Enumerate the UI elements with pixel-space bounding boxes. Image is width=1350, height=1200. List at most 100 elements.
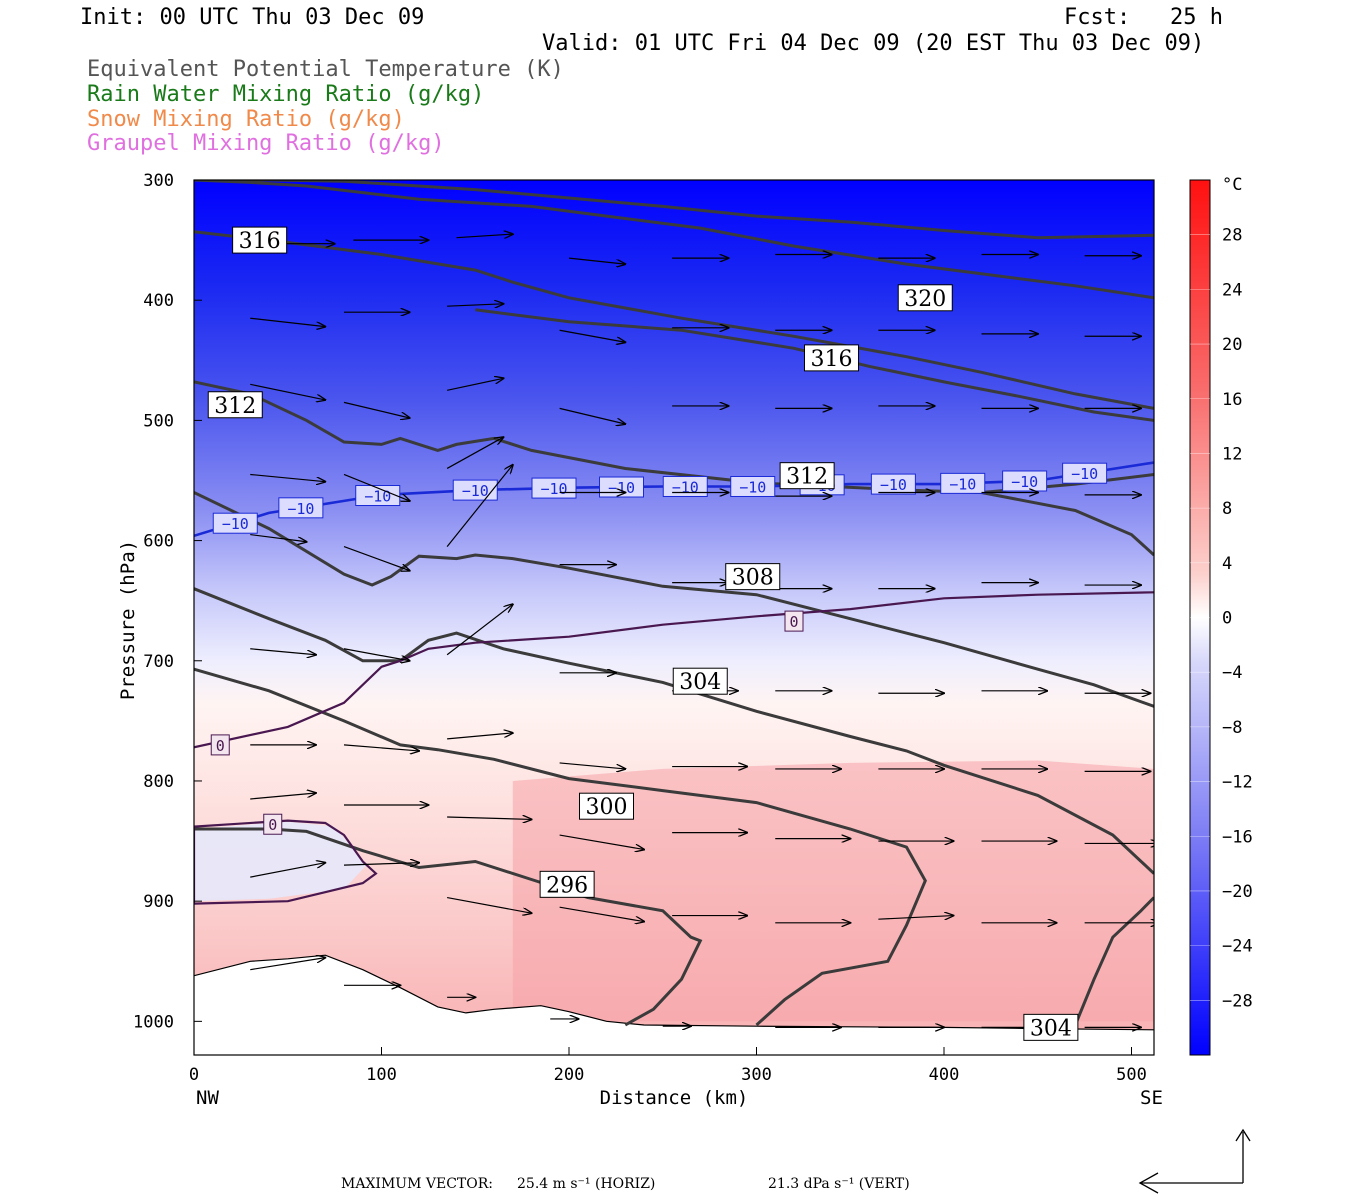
contour-label: 300 — [586, 795, 628, 820]
wind-vector — [343, 863, 419, 865]
theta-e-contour-312 — [981, 491, 1154, 557]
wind-vector — [456, 234, 513, 238]
zero-label: 0 — [216, 737, 225, 755]
colorbar-label: −8 — [1222, 718, 1242, 738]
minus10-label-box — [1062, 462, 1108, 484]
wind-vector — [250, 958, 325, 971]
legend-graupel: Graupel Mixing Ratio (g/kg) — [87, 131, 445, 156]
minus10-label-box — [452, 479, 498, 501]
wind-vector — [343, 401, 410, 418]
y-tick-label: 400 — [143, 291, 174, 311]
colorbar-label: −20 — [1222, 882, 1253, 902]
x-tick-label: 500 — [1116, 1065, 1147, 1085]
contour-label: 316 — [239, 229, 281, 254]
colorbar-label: 4 — [1222, 554, 1232, 574]
wind-vector — [446, 437, 503, 469]
colorbar-label: 28 — [1222, 226, 1242, 246]
wind-vector — [446, 465, 513, 547]
colorbar-label: −16 — [1222, 827, 1253, 847]
wind-vector — [559, 762, 626, 769]
contour-labels: 316 320 316 312 312 308 304 300 296 304 0 0 0 — [207, 226, 1079, 1041]
x-axis-title: Distance (km) — [600, 1087, 749, 1109]
colorbar-unit: °C — [1222, 175, 1242, 195]
contour-label-box — [672, 667, 728, 695]
wind-vector — [250, 317, 325, 326]
zero-label: 0 — [789, 613, 798, 631]
legend-snow: Snow Mixing Ratio (g/kg) — [87, 107, 405, 132]
max-vector-vert: 21.3 dPa s⁻¹ (VERT) — [768, 1176, 910, 1192]
x-end-right: SE — [1140, 1087, 1163, 1109]
contour-label: 316 — [811, 347, 853, 372]
theta-e-contour-304 — [194, 587, 1154, 875]
theta-e-contour-320 — [194, 180, 1154, 240]
contour-label-box — [579, 792, 634, 820]
contour-label: 308 — [732, 566, 774, 591]
minus10-label-box — [212, 512, 258, 534]
y-tick-label: 300 — [143, 171, 174, 191]
y-tick-label: 500 — [143, 411, 174, 431]
wind-vector — [447, 304, 503, 306]
wind-vector — [250, 473, 325, 481]
colorbar-label: 8 — [1222, 499, 1232, 519]
init-time-label: Init: 00 UTC Thu 03 Dec 09 — [80, 5, 425, 30]
zero-label-box — [263, 813, 283, 835]
wind-vector — [343, 648, 410, 661]
x-tick-label: 400 — [929, 1065, 960, 1085]
wind-vector — [559, 407, 626, 424]
x-tick-label: 100 — [366, 1065, 397, 1085]
minus10-label: −10 — [540, 480, 567, 498]
wind-vector — [559, 329, 626, 342]
x-tick-label: 300 — [741, 1065, 772, 1085]
max-vector-label: MAXIMUM VECTOR: — [341, 1176, 493, 1192]
contour-label-box — [207, 391, 263, 419]
minus10-label: −10 — [880, 476, 907, 494]
minus10-label: −10 — [1071, 465, 1098, 483]
wind-vector — [447, 817, 531, 819]
minus10-label: −10 — [739, 478, 766, 496]
wind-vector — [559, 834, 644, 849]
y-tick-label: 600 — [143, 532, 174, 552]
contour-label-box — [779, 462, 835, 490]
minus10-label-box — [662, 475, 708, 497]
wind-vector — [559, 906, 644, 921]
zero-label: 0 — [268, 816, 277, 834]
colorbar-label: 20 — [1222, 335, 1242, 355]
x-tick-label: 0 — [189, 1065, 199, 1085]
contour-label-box — [539, 870, 595, 898]
cold-pocket — [194, 821, 367, 902]
wind-vector — [250, 863, 325, 878]
minus10-label: −10 — [949, 475, 976, 493]
colorbar-label: 16 — [1222, 390, 1242, 410]
contour-label: 312 — [786, 465, 828, 490]
legend-rain: Rain Water Mixing Ratio (g/kg) — [87, 82, 485, 107]
contour-label-box — [804, 344, 859, 372]
terrain — [194, 955, 1154, 1055]
max-vector-horiz: 25.4 m s⁻¹ (HORIZ) — [517, 1176, 656, 1192]
contour-label: 320 — [904, 287, 946, 312]
theta-e-contour-316 — [475, 308, 1154, 422]
y-tick-label: 700 — [143, 652, 174, 672]
minus10-label: −10 — [672, 478, 699, 496]
colorbar-label: 0 — [1222, 609, 1232, 629]
forecast-hour-label: Fcst: 25 h — [1064, 5, 1223, 30]
colorbar-label: 24 — [1222, 280, 1242, 300]
zero-label-box — [210, 734, 230, 756]
contour-label-box — [725, 563, 781, 591]
wind-vector — [878, 916, 953, 920]
x-axis: 0 100 200 300 400 500 — [189, 1047, 1147, 1085]
minus10-label: −10 — [1011, 473, 1038, 491]
zero-label-box — [784, 610, 804, 632]
y-axis-title: Pressure (hPa) — [117, 540, 139, 700]
y-tick-label: 900 — [143, 892, 174, 912]
minus10-label: −10 — [608, 479, 635, 497]
valid-time-label: Valid: 01 UTC Fri 04 Dec 09 (20 EST Thu … — [542, 31, 1205, 56]
contour-label: 304 — [1030, 1016, 1072, 1041]
theta-e-contour-304 — [1073, 896, 1154, 1026]
colorbar-label: −4 — [1222, 663, 1242, 683]
zero-isotherm-line — [194, 591, 1154, 749]
y-tick-label: 800 — [143, 772, 174, 792]
warm-patch — [512, 760, 1154, 1022]
minus10-label-box — [1002, 470, 1048, 492]
wind-vector — [250, 793, 316, 800]
